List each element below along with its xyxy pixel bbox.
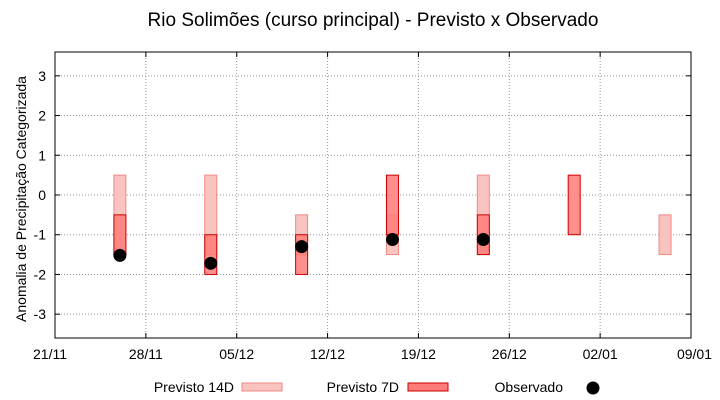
point-observado — [385, 232, 399, 246]
x-tick-label: 28/11 — [129, 346, 163, 362]
series-previsto-7d — [113, 174, 581, 275]
y-tick-label: 2 — [38, 108, 46, 124]
point-observado — [295, 240, 309, 254]
legend-swatch — [586, 381, 600, 395]
gridlines — [54, 52, 692, 338]
bar-previsto-7d — [385, 174, 399, 236]
chart-title: Rio Solimões (curso principal) - Previst… — [148, 10, 599, 31]
x-tick-label: 21/11 — [33, 346, 67, 362]
legend-label: Previsto 14D — [154, 379, 234, 395]
y-tick-label: 0 — [38, 187, 46, 203]
y-tick-label: 1 — [38, 147, 46, 163]
x-tick-label: 26/12 — [492, 346, 527, 362]
plot-frame — [54, 51, 692, 339]
legend-label: Observado — [495, 379, 564, 395]
x-tick-label: 12/12 — [310, 346, 345, 362]
legend: Previsto 14D Previsto 7D Observado — [154, 379, 600, 395]
y-tick-label: -3 — [34, 306, 47, 322]
point-observado — [204, 256, 218, 270]
x-tick-label: 02/01 — [583, 346, 618, 362]
bar-previsto-14d — [658, 214, 672, 256]
legend-swatch — [241, 382, 283, 392]
y-tick-labels: -3 -2 -1 0 1 2 3 — [34, 68, 47, 322]
point-observado — [113, 248, 127, 262]
bar-previsto-7d — [567, 174, 581, 236]
series-observado — [113, 232, 490, 270]
point-observado — [476, 232, 490, 246]
legend-label: Previsto 7D — [327, 379, 399, 395]
y-tick-label: -2 — [34, 266, 47, 282]
x-tick-label: 19/12 — [401, 346, 436, 362]
x-tick-labels: 21/11 28/11 05/12 12/12 19/12 26/12 02/01 09/01 — [33, 346, 712, 362]
x-tick-label: 09/01 — [677, 346, 712, 362]
bar-previsto-7d — [113, 214, 127, 256]
y-tick-label: -1 — [34, 227, 47, 243]
legend-swatch — [407, 382, 449, 392]
y-axis-label: Anomalia de Precipitação Categorizada — [13, 76, 29, 322]
y-tick-label: 3 — [38, 68, 46, 84]
x-tick-label: 05/12 — [219, 346, 254, 362]
